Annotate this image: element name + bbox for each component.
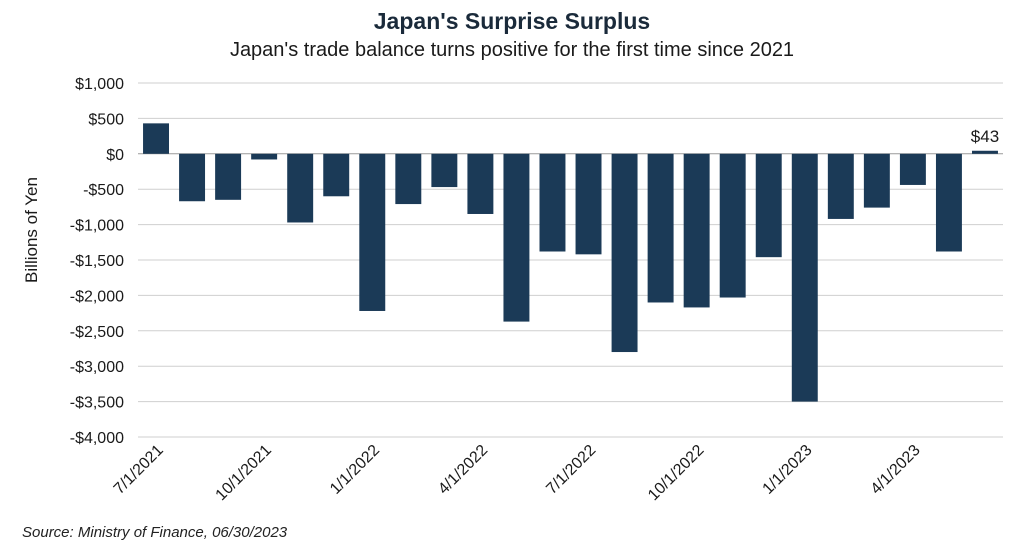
bar xyxy=(827,153,854,219)
bar xyxy=(467,153,494,214)
x-tick-label: 7/1/2022 xyxy=(543,442,599,498)
source-note: Source: Ministry of Finance, 06/30/2023 xyxy=(22,524,288,541)
x-tick-label: 1/1/2022 xyxy=(327,442,383,498)
bar xyxy=(143,123,169,154)
bar xyxy=(863,153,890,208)
bar xyxy=(972,150,998,154)
y-tick-label: -$3,500 xyxy=(70,395,124,412)
bar xyxy=(179,153,206,202)
y-tick-label: -$2,000 xyxy=(70,288,124,305)
bar xyxy=(359,153,386,311)
y-tick-label: $0 xyxy=(106,147,124,164)
bar xyxy=(899,153,926,185)
x-tick-label: 4/1/2023 xyxy=(868,442,924,498)
y-tick-label: $500 xyxy=(88,111,124,128)
bar xyxy=(287,153,314,223)
bar xyxy=(395,153,422,205)
data-label: $43 xyxy=(971,127,999,146)
x-tick-label: 10/1/2021 xyxy=(213,442,275,504)
x-axis-ticks: 7/1/2021 10/1/2021 1/1/2022 4/1/2022 7/1/202… xyxy=(111,442,924,504)
bar xyxy=(611,153,638,353)
x-tick-label: 10/1/2022 xyxy=(645,442,707,504)
bar xyxy=(503,153,530,322)
bar xyxy=(215,153,242,200)
bar xyxy=(647,153,674,303)
y-tick-label: -$3,000 xyxy=(70,359,124,376)
bar xyxy=(683,153,710,308)
y-tick-label: -$2,500 xyxy=(70,324,124,341)
bar xyxy=(755,153,782,258)
bar xyxy=(539,153,566,252)
x-tick-label: 7/1/2021 xyxy=(111,442,167,498)
x-tick-label: 1/1/2023 xyxy=(760,442,816,498)
bar xyxy=(323,153,350,197)
y-axis-label: Billions of Yen xyxy=(22,177,41,283)
data-labels: $43 xyxy=(971,127,999,146)
bars xyxy=(143,123,998,402)
y-tick-label: -$1,500 xyxy=(70,253,124,270)
gridlines xyxy=(138,82,1003,438)
chart-title: Japan's Surprise Surplus xyxy=(373,8,651,34)
bar xyxy=(719,153,746,298)
y-axis-ticks: $1,000 $500 $0 -$500 -$1,000 -$1,500 -$2,000 -$… xyxy=(70,76,124,447)
bar xyxy=(431,153,458,188)
y-tick-label: -$1,000 xyxy=(70,218,124,235)
bar xyxy=(791,153,818,402)
chart-subtitle: Japan's trade balance turns positive for… xyxy=(229,39,795,61)
bar xyxy=(575,153,602,255)
bar xyxy=(251,153,278,160)
x-tick-label: 4/1/2022 xyxy=(435,442,491,498)
bar xyxy=(935,153,962,252)
y-tick-label: $1,000 xyxy=(75,76,124,93)
y-tick-label: -$500 xyxy=(83,182,124,199)
y-tick-label: -$4,000 xyxy=(70,430,124,447)
